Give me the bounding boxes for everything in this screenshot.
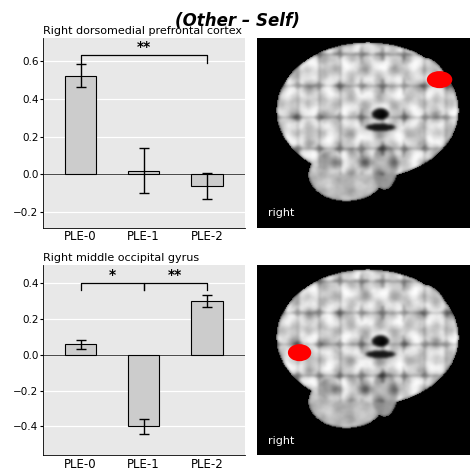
- Text: *: *: [109, 268, 116, 283]
- Text: Right dorsomedial prefrontal cortex: Right dorsomedial prefrontal cortex: [43, 26, 242, 36]
- Ellipse shape: [288, 344, 311, 361]
- Text: **: **: [168, 268, 182, 283]
- Bar: [128, 355, 159, 427]
- Text: **: **: [137, 40, 151, 54]
- Text: right: right: [268, 436, 294, 446]
- Bar: [65, 344, 96, 355]
- Bar: [191, 174, 223, 186]
- Ellipse shape: [427, 71, 452, 88]
- Bar: [128, 171, 159, 174]
- Bar: [65, 76, 96, 174]
- Text: Right middle occipital gyrus: Right middle occipital gyrus: [43, 253, 199, 263]
- Text: (Other – Self): (Other – Self): [174, 12, 300, 30]
- Text: right: right: [268, 208, 294, 218]
- Bar: [191, 301, 223, 355]
